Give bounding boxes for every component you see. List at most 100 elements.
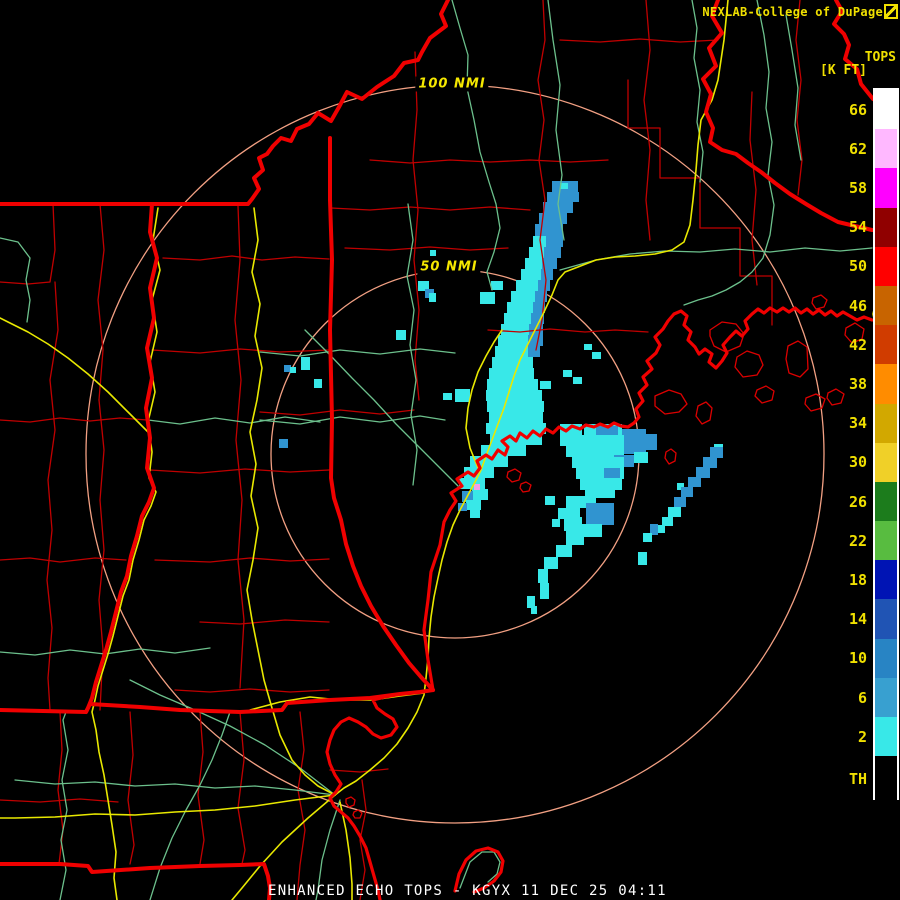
echo-cell: [459, 478, 485, 489]
echo-cell: [529, 247, 544, 258]
map-line: [149, 468, 330, 474]
echo-cell: [486, 390, 542, 401]
map-line: [91, 207, 161, 900]
map-line: [129, 679, 336, 796]
map-line: [369, 159, 609, 164]
map-line: [506, 468, 522, 483]
echo-cell: [596, 426, 618, 435]
scale-label-30: 30: [848, 453, 867, 472]
echo-cell: [580, 479, 622, 490]
scale-label-26: 26: [848, 492, 867, 511]
echo-cell: [696, 467, 710, 478]
echo-cell: [677, 483, 684, 490]
echo-cell: [674, 497, 686, 507]
state-borders: [0, 0, 875, 900]
echo-cell: [560, 435, 624, 446]
echo-cell: [540, 583, 549, 599]
echo-cell: [552, 519, 560, 527]
echo-cell: [545, 496, 555, 505]
map-line: [296, 711, 306, 900]
echo-cell: [624, 441, 646, 454]
echo-cell: [646, 434, 657, 450]
map-line: [487, 328, 649, 333]
map-line: [519, 481, 532, 493]
echo-cell: [418, 281, 429, 291]
map-line: [547, 0, 565, 241]
echo-cell: [396, 330, 406, 340]
echo-cell: [489, 412, 543, 423]
echo-cell: [301, 357, 310, 370]
map-line: [14, 779, 336, 796]
college-of-dupage-logo-icon: [884, 4, 898, 19]
echo-cell: [558, 508, 580, 519]
secondary-roads: [0, 0, 873, 900]
map-line: [328, 136, 435, 692]
map-line: [304, 329, 459, 487]
map-line: [231, 794, 336, 900]
scale-block-22: [875, 521, 897, 561]
echo-cell: [542, 258, 557, 269]
echo-cell: [564, 517, 582, 531]
echo-cell: [540, 381, 551, 389]
map-line: [734, 350, 764, 378]
echo-cell: [489, 368, 534, 379]
map-line: [559, 38, 719, 43]
echo-cell: [592, 352, 601, 359]
echo-cell: [573, 377, 582, 384]
legend-units: [K FT]: [820, 63, 867, 78]
scale-label-50: 50: [848, 257, 867, 276]
map-line: [654, 389, 688, 415]
scale-label-6: 6: [857, 688, 867, 707]
map-line: [98, 399, 105, 711]
map-line: [0, 0, 450, 206]
scale-block-62: [875, 129, 897, 169]
echo-cell: [586, 503, 614, 525]
echo-cell: [528, 346, 540, 357]
echo-cell: [430, 250, 436, 256]
echo-cell: [547, 192, 579, 202]
echo-cell: [638, 552, 647, 565]
scale-label-18: 18: [848, 571, 867, 589]
echo-cell: [527, 596, 535, 608]
product-caption: ENHANCED ECHO TOPS - KGYX 11 DEC 25 04:1…: [268, 883, 667, 899]
echo-cell: [443, 393, 452, 400]
scale-block-58: [875, 168, 897, 208]
echo-cell: [544, 247, 561, 258]
echo-cell: [491, 281, 503, 290]
echo-cell: [544, 557, 558, 569]
color-scale-bar: [873, 88, 899, 802]
map-line: [0, 317, 149, 433]
echo-cell: [650, 524, 658, 535]
map-line: [339, 801, 353, 900]
echo-cell: [584, 344, 592, 350]
echo-cell: [634, 452, 648, 463]
map-line: [701, 0, 874, 232]
echo-cell: [521, 269, 541, 280]
echo-cell: [560, 424, 582, 435]
map-line: [643, 0, 651, 241]
echo-cell: [492, 357, 533, 368]
map-line: [315, 799, 341, 900]
echo-cell: [541, 269, 553, 280]
map-line: [127, 711, 135, 865]
map-line: [344, 246, 509, 251]
legend-title: TOPS: [864, 50, 896, 65]
scale-block-26: [875, 481, 897, 522]
scale-block-14: [875, 599, 897, 639]
scale-block-th: [875, 756, 897, 802]
map-line: [785, 340, 809, 378]
echo-cell: [688, 477, 701, 487]
echo-cell: [681, 487, 693, 497]
echo-cell: [486, 423, 546, 434]
echo-cell: [533, 302, 545, 313]
map-line: [749, 91, 758, 286]
echo-cell: [576, 468, 624, 479]
map-line: [785, 14, 802, 161]
echo-cell: [481, 445, 526, 456]
echo-cell: [643, 533, 652, 542]
scale-label-66: 66: [848, 100, 867, 119]
map-line: [151, 348, 330, 354]
echo-cell: [470, 510, 480, 518]
